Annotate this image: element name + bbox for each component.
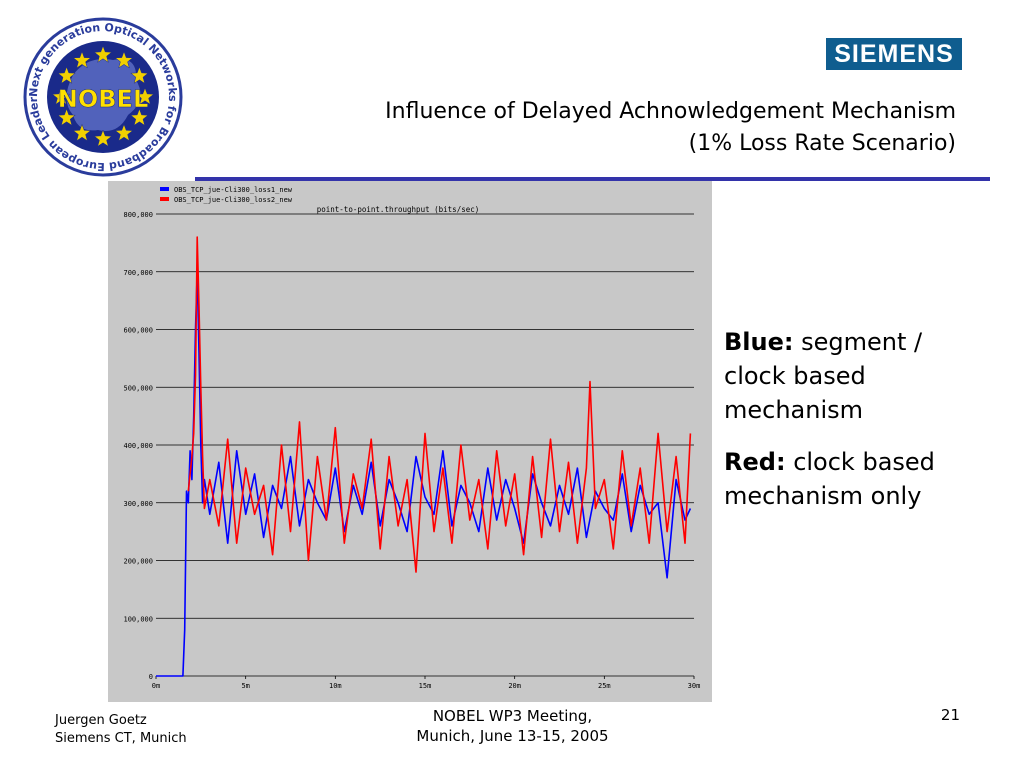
- x-tick-label: 5m: [241, 682, 249, 690]
- y-tick-label: 800,000: [123, 211, 153, 219]
- y-tick-label: 100,000: [123, 615, 153, 623]
- x-tick-label: 15m: [419, 682, 432, 690]
- meeting-line1: NOBEL WP3 Meeting,: [432, 707, 593, 725]
- y-tick-label: 600,000: [123, 327, 153, 335]
- blue-description: segment / clock based mechanism: [724, 328, 923, 424]
- blue-label: Blue:: [724, 328, 794, 356]
- slide-title: Influence of Delayed Achnowledgement Mec…: [385, 96, 956, 160]
- logo-star: [51, 87, 71, 105]
- series-line-red: [187, 236, 692, 573]
- legend-entry-red: OBS_TCP_jue-Cli300_loss2_new: [174, 196, 293, 204]
- red-explanation: Red: clock based mechanism only: [724, 445, 974, 513]
- x-tick-label: 30m: [688, 682, 701, 690]
- x-tick-label: 20m: [508, 682, 521, 690]
- y-tick-label: 0: [149, 673, 153, 681]
- logo-star: [93, 129, 113, 147]
- slide-title-line2: (1% Loss Rate Scenario): [688, 131, 956, 156]
- y-tick-label: 300,000: [123, 500, 153, 508]
- footer-meeting: NOBEL WP3 Meeting, Munich, June 13-15, 2…: [385, 706, 640, 746]
- y-tick-label: 700,000: [123, 269, 153, 277]
- author-name: Juergen Goetz: [55, 713, 147, 728]
- logo-star: [114, 50, 134, 69]
- legend-swatch-red: [160, 197, 169, 201]
- blue-explanation: Blue: segment / clock based mechanism: [724, 325, 974, 427]
- chart-legend: OBS_TCP_jue-Cli300_loss1_new OBS_TCP_jue…: [160, 186, 293, 204]
- series-lines: [156, 236, 692, 677]
- x-tick-labels: 0m 5m 10m 15m 20m 25m 30m: [152, 676, 701, 690]
- y-tick-label: 400,000: [123, 442, 153, 450]
- siemens-logo: SIEMENS: [826, 38, 962, 70]
- title-divider: [195, 177, 990, 181]
- nobel-logo: Next generation Optical Networks for Bro…: [18, 15, 183, 177]
- logo-star: [57, 66, 76, 84]
- logo-star: [72, 50, 92, 69]
- legend-swatch-blue: [160, 187, 169, 191]
- x-tick-label: 25m: [598, 682, 611, 690]
- logo-star: [130, 108, 149, 126]
- star-ring: [51, 45, 155, 147]
- chart-title: point-to-point.throughput (bits/sec): [317, 205, 480, 214]
- logo-star: [93, 45, 113, 63]
- x-tick-label: 10m: [329, 682, 342, 690]
- logo-star: [114, 123, 134, 142]
- series-explanation: Blue: segment / clock based mechanism Re…: [724, 325, 974, 531]
- y-tick-label: 500,000: [123, 384, 153, 392]
- logo-name: NOBEL: [58, 85, 148, 113]
- throughput-chart: 0 100,000 200,000 300,000 400,000 500,000 600,…: [108, 181, 712, 702]
- red-description: clock based mechanism only: [724, 448, 935, 510]
- page-number: 21: [940, 706, 960, 724]
- slide-title-line1: Influence of Delayed Achnowledgement Mec…: [385, 99, 956, 124]
- logo-star: [135, 87, 155, 105]
- logo-star: [130, 66, 149, 84]
- y-tick-label: 200,000: [123, 558, 153, 566]
- europe-map-shape: [66, 59, 141, 131]
- meeting-line2: Munich, June 13-15, 2005: [416, 727, 609, 745]
- logo-star: [57, 108, 76, 126]
- author-affiliation: Siemens CT, Munich: [55, 731, 187, 746]
- y-tick-labels: 0 100,000 200,000 300,000 400,000 500,000 600,…: [123, 211, 153, 681]
- footer-author: Juergen Goetz Siemens CT, Munich: [55, 712, 187, 748]
- logo-star: [72, 123, 92, 142]
- x-tick-label: 0m: [152, 682, 160, 690]
- legend-entry-blue: OBS_TCP_jue-Cli300_loss1_new: [174, 186, 293, 194]
- red-label: Red:: [724, 448, 786, 476]
